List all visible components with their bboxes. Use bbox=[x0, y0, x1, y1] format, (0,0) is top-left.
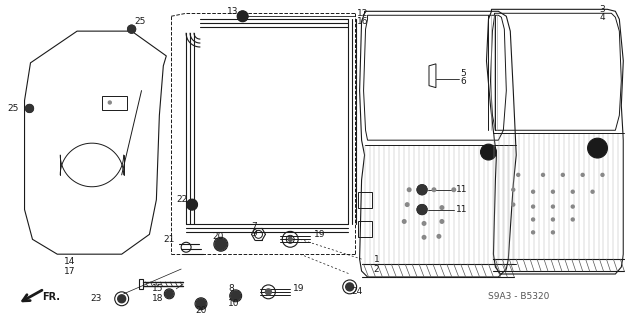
Circle shape bbox=[532, 205, 535, 208]
Circle shape bbox=[406, 203, 409, 206]
Circle shape bbox=[108, 101, 111, 104]
Circle shape bbox=[238, 11, 248, 21]
Circle shape bbox=[484, 148, 493, 156]
Text: S9A3 - B5320: S9A3 - B5320 bbox=[489, 292, 550, 301]
Circle shape bbox=[165, 290, 173, 298]
Circle shape bbox=[437, 235, 441, 238]
Circle shape bbox=[542, 173, 545, 176]
Text: 14: 14 bbox=[64, 257, 76, 266]
Circle shape bbox=[403, 220, 406, 223]
Circle shape bbox=[288, 237, 292, 241]
Text: 25: 25 bbox=[135, 17, 146, 26]
Circle shape bbox=[422, 222, 426, 225]
Text: 2: 2 bbox=[374, 265, 379, 274]
Circle shape bbox=[532, 218, 535, 221]
Circle shape bbox=[552, 231, 554, 234]
Circle shape bbox=[581, 173, 584, 176]
Circle shape bbox=[432, 188, 436, 192]
Text: 20: 20 bbox=[212, 232, 223, 241]
Circle shape bbox=[587, 138, 608, 158]
Circle shape bbox=[417, 204, 427, 214]
Circle shape bbox=[532, 231, 535, 234]
Circle shape bbox=[561, 173, 564, 176]
Circle shape bbox=[571, 205, 574, 208]
Circle shape bbox=[231, 291, 241, 301]
Text: 11: 11 bbox=[456, 185, 467, 194]
Text: 8: 8 bbox=[229, 284, 235, 293]
Circle shape bbox=[187, 200, 197, 210]
Circle shape bbox=[517, 173, 520, 176]
Text: 18: 18 bbox=[152, 294, 164, 303]
Circle shape bbox=[440, 206, 443, 209]
Text: 4: 4 bbox=[599, 13, 605, 22]
Text: 1: 1 bbox=[374, 255, 379, 264]
Text: 17: 17 bbox=[64, 267, 76, 276]
Text: 21: 21 bbox=[164, 235, 175, 244]
Text: 3: 3 bbox=[599, 5, 605, 14]
Circle shape bbox=[552, 205, 554, 208]
Circle shape bbox=[346, 283, 353, 291]
Text: 24: 24 bbox=[352, 287, 363, 296]
Text: 5: 5 bbox=[460, 69, 467, 78]
Circle shape bbox=[552, 218, 554, 221]
Text: 15: 15 bbox=[152, 284, 164, 293]
Text: 9: 9 bbox=[252, 229, 257, 238]
Text: 11: 11 bbox=[456, 205, 467, 214]
Circle shape bbox=[440, 220, 443, 223]
Circle shape bbox=[408, 188, 411, 192]
Text: 25: 25 bbox=[8, 104, 19, 113]
Circle shape bbox=[532, 190, 535, 193]
Circle shape bbox=[120, 297, 124, 301]
Text: 13: 13 bbox=[227, 7, 238, 16]
Circle shape bbox=[118, 295, 126, 303]
Text: 19: 19 bbox=[314, 230, 325, 239]
Circle shape bbox=[481, 144, 496, 160]
Circle shape bbox=[422, 206, 426, 209]
Circle shape bbox=[571, 190, 574, 193]
Circle shape bbox=[591, 190, 594, 193]
Circle shape bbox=[512, 188, 515, 191]
Text: 16: 16 bbox=[357, 17, 368, 26]
Text: 6: 6 bbox=[460, 77, 467, 86]
Circle shape bbox=[601, 173, 604, 176]
Text: 23: 23 bbox=[91, 294, 102, 303]
Text: 7: 7 bbox=[252, 222, 257, 231]
Text: FR.: FR. bbox=[42, 292, 60, 302]
Circle shape bbox=[422, 236, 426, 239]
Text: 12: 12 bbox=[357, 9, 368, 18]
Circle shape bbox=[348, 285, 352, 289]
Circle shape bbox=[26, 105, 33, 112]
Text: 19: 19 bbox=[293, 284, 304, 293]
Text: 10: 10 bbox=[228, 299, 240, 308]
Circle shape bbox=[593, 143, 603, 153]
Circle shape bbox=[417, 185, 427, 195]
Circle shape bbox=[571, 218, 574, 221]
Circle shape bbox=[512, 203, 515, 206]
Text: 22: 22 bbox=[176, 195, 187, 204]
Circle shape bbox=[452, 188, 455, 192]
Text: 20: 20 bbox=[196, 306, 207, 315]
Circle shape bbox=[552, 190, 554, 193]
Circle shape bbox=[215, 238, 227, 250]
Circle shape bbox=[265, 289, 271, 295]
Circle shape bbox=[128, 25, 136, 33]
Circle shape bbox=[196, 299, 206, 309]
